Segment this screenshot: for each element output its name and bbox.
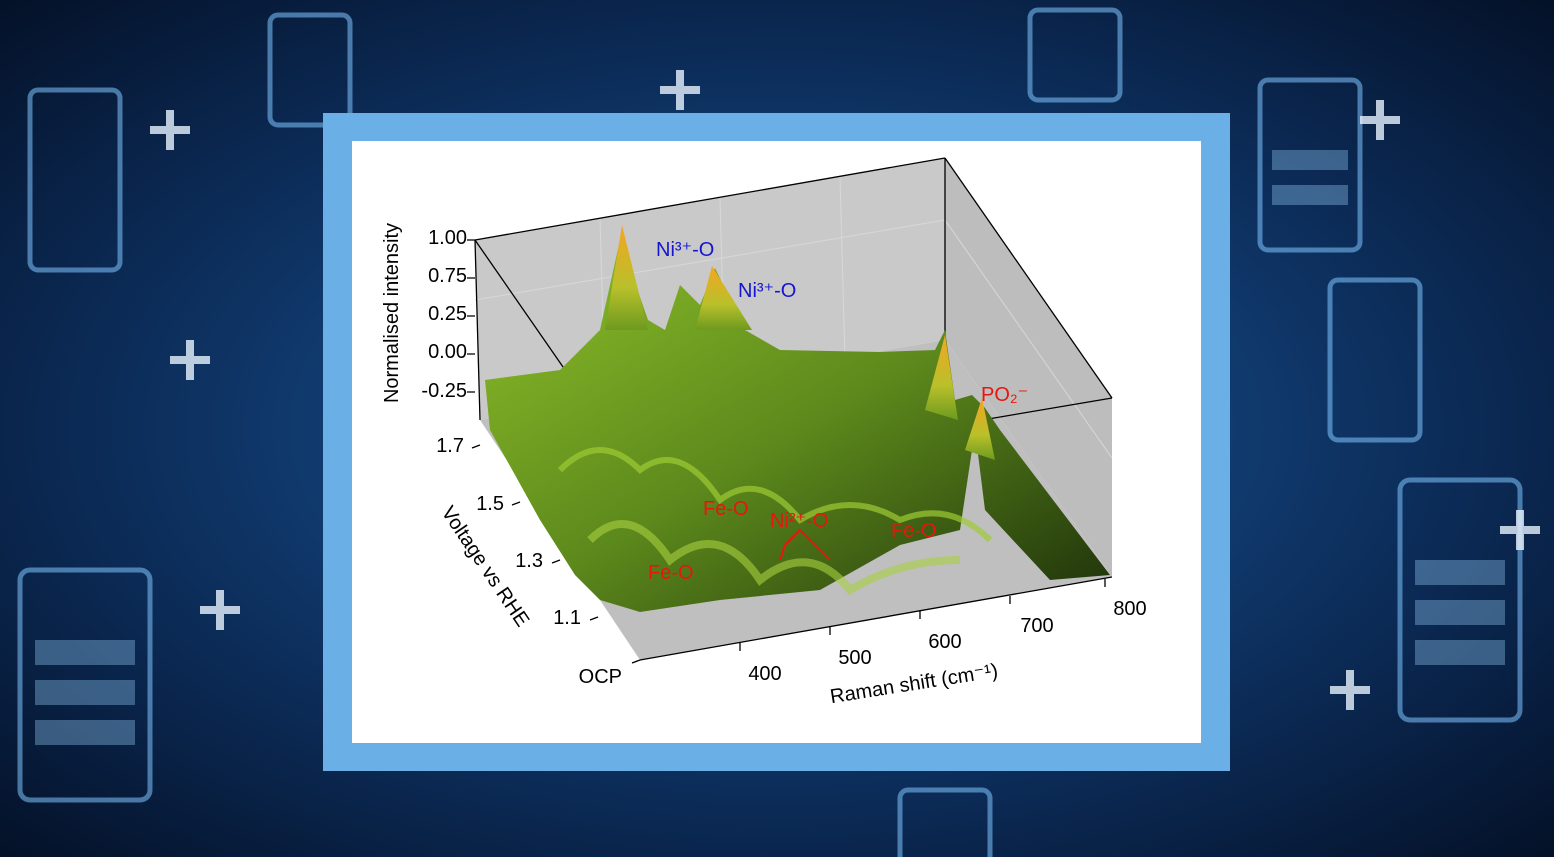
annotation: Fe-O xyxy=(891,520,937,542)
y-tick-label: 1.3 xyxy=(515,550,543,572)
annotation: Ni²⁺-O xyxy=(770,510,828,532)
annotation: PO₂⁻ xyxy=(981,384,1028,406)
z-tick-label: 0.00 xyxy=(428,341,467,363)
annotation: Fe-O xyxy=(703,498,749,520)
annotation: Ni³⁺-O xyxy=(656,239,714,261)
y-tick-label: OCP xyxy=(579,666,622,688)
x-tick-label: 600 xyxy=(928,631,961,653)
z-tick-label: 0.75 xyxy=(428,265,467,287)
annotation: Fe-O xyxy=(648,562,694,584)
annotation: Ni³⁺-O xyxy=(738,280,796,302)
x-tick-label: 400 xyxy=(748,663,781,685)
z-axis-title: Normalised intensity xyxy=(381,223,403,403)
y-tick-label: 1.7 xyxy=(436,435,464,457)
z-tick-label: -0.25 xyxy=(421,380,467,402)
z-tick-label: 0.25 xyxy=(428,303,467,325)
x-tick-label: 800 xyxy=(1113,598,1146,620)
y-tick-label: 1.1 xyxy=(553,607,581,629)
surface xyxy=(485,225,1110,612)
x-tick-label: 500 xyxy=(838,647,871,669)
z-tick-label: 1.00 xyxy=(428,227,467,249)
axes-ticks xyxy=(467,239,1113,664)
x-tick-label: 700 xyxy=(1020,615,1053,637)
y-tick-label: 1.5 xyxy=(476,493,504,515)
battery-icons xyxy=(17,7,1540,857)
